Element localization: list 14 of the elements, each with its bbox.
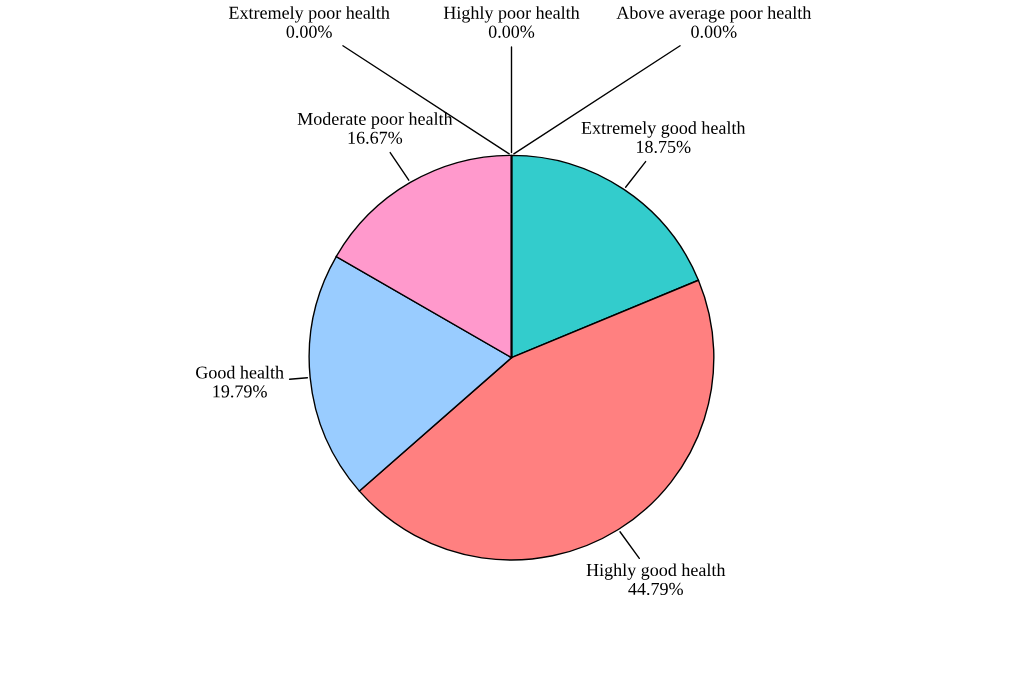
category-label: Extremely poor health bbox=[228, 6, 390, 23]
data-label: 16.67% bbox=[348, 131, 403, 144]
text: 0.00% bbox=[691, 25, 737, 38]
data-label: 44.79% bbox=[628, 582, 683, 596]
category-label: Highly poor health bbox=[443, 6, 580, 23]
text: 0.00% bbox=[286, 25, 332, 38]
slice-label: Good health bbox=[196, 365, 284, 379]
slice-label: Highly good health bbox=[586, 563, 726, 580]
category-label: Above average poor health bbox=[616, 6, 812, 23]
text: 0.00% bbox=[488, 25, 535, 38]
slice-label: Moderate poor health bbox=[297, 112, 453, 129]
data-label: 19.79% bbox=[213, 385, 267, 398]
data-label: 18.75% bbox=[637, 140, 691, 154]
slice-label: Extremely good health bbox=[581, 121, 746, 138]
